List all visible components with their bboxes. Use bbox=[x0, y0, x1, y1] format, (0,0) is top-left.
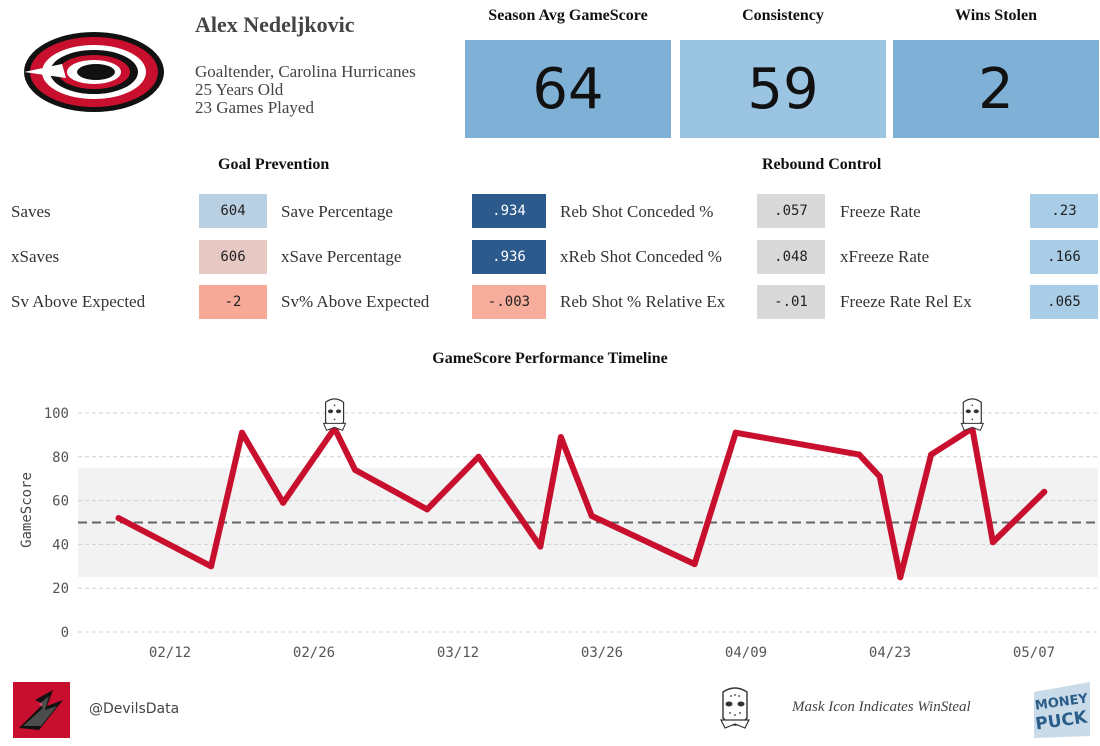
game-point bbox=[989, 539, 996, 546]
moneypuck-logo: MONEY PUCK bbox=[1034, 682, 1090, 738]
player-name: Alex Nedeljkovic bbox=[195, 12, 355, 37]
game-point bbox=[208, 563, 215, 570]
game-point bbox=[557, 434, 564, 441]
stat-value-save-percentage: .934 bbox=[472, 194, 546, 228]
stat-value-saves: 604 bbox=[199, 194, 267, 228]
card-title-consistency: Consistency bbox=[742, 7, 824, 24]
stat-label-freeze-rate-rel-ex: Freeze Rate Rel Ex bbox=[840, 292, 972, 311]
y-tick-label: 40 bbox=[52, 537, 69, 553]
stat-label-sv-above-expected: Sv Above Expected bbox=[11, 292, 146, 311]
stat-label-xsaves: xSaves bbox=[11, 247, 60, 266]
stat-label-reb-shot-rel-ex: Reb Shot % Relative Ex bbox=[560, 292, 726, 311]
card-title-avg-gamescore: Season Avg GameScore bbox=[488, 7, 648, 24]
stat-value-freeze-rate-rel-ex: .065 bbox=[1030, 285, 1098, 319]
x-tick-label: 04/23 bbox=[869, 645, 911, 661]
winsteal-mask-icon bbox=[960, 398, 985, 431]
card-value-consistency: 59 bbox=[680, 40, 886, 138]
x-tick-label: 04/09 bbox=[725, 645, 767, 661]
stat-label-saves: Saves bbox=[11, 202, 51, 221]
section-title-goal-prevention: Goal Prevention bbox=[218, 156, 330, 173]
game-point bbox=[239, 429, 245, 436]
y-tick-label: 0 bbox=[61, 625, 69, 641]
game-point bbox=[588, 512, 595, 519]
mask-legend-text: Mask Icon Indicates WinSteal bbox=[792, 699, 971, 715]
gamescore-line bbox=[115, 425, 1048, 581]
x-tick-label: 02/12 bbox=[149, 645, 191, 661]
game-point bbox=[537, 543, 544, 550]
game-point bbox=[897, 574, 904, 581]
stat-value-xfreeze-rate: .166 bbox=[1030, 240, 1098, 274]
game-point bbox=[424, 506, 431, 513]
player-age: 25 Years Old bbox=[195, 80, 284, 99]
card-value-wins-stolen: 2 bbox=[893, 40, 1099, 138]
game-point bbox=[856, 451, 863, 458]
stat-label-xfreeze-rate: xFreeze Rate bbox=[840, 247, 930, 266]
game-point bbox=[115, 515, 122, 522]
game-point bbox=[1041, 488, 1048, 495]
x-tick-label: 03/12 bbox=[437, 645, 479, 661]
stat-value-reb-shot-rel-ex: -.01 bbox=[757, 285, 825, 319]
player-games: 23 Games Played bbox=[195, 98, 314, 117]
stat-value-freeze-rate: .23 bbox=[1030, 194, 1098, 228]
chart-title: GameScore Performance Timeline bbox=[432, 350, 668, 367]
winsteal-mask-icon bbox=[322, 398, 347, 431]
gamescore-timeline-chart: 0 20 40 60 80 100 02/12 02/26 03/12 03/26 04/09 04/… bbox=[19, 398, 1098, 661]
stat-label-xreb-shot-conceded: xReb Shot Conceded % bbox=[560, 247, 722, 266]
game-point bbox=[928, 451, 935, 458]
team-logo bbox=[24, 32, 164, 112]
game-point bbox=[280, 499, 287, 506]
x-tick-label: 02/26 bbox=[293, 645, 335, 661]
game-point bbox=[732, 429, 739, 436]
y-tick-label: 20 bbox=[52, 581, 69, 597]
player-position-team: Goaltender, Carolina Hurricanes bbox=[195, 62, 416, 81]
game-point bbox=[475, 453, 482, 460]
section-title-rebound-control: Rebound Control bbox=[762, 156, 882, 173]
y-axis-label: GameScore bbox=[19, 472, 35, 548]
y-tick-label: 60 bbox=[52, 494, 69, 510]
stat-value-reb-shot-conceded: .057 bbox=[757, 194, 825, 228]
stat-label-save-percentage: Save Percentage bbox=[281, 202, 393, 221]
game-point bbox=[876, 473, 883, 480]
devils-logo bbox=[13, 682, 70, 738]
game-point bbox=[691, 561, 698, 568]
card-value-avg-gamescore: 64 bbox=[465, 40, 671, 138]
stat-label-freeze-rate: Freeze Rate bbox=[840, 202, 921, 221]
stat-value-sv-above-expected: -2 bbox=[199, 285, 267, 319]
game-point bbox=[352, 466, 359, 473]
y-tick-label: 100 bbox=[44, 406, 69, 422]
stat-value-xreb-shot-conceded: .048 bbox=[757, 240, 825, 274]
moneypuck-logo-word1: MONEY bbox=[1034, 691, 1089, 713]
x-tick-label: 03/26 bbox=[581, 645, 623, 661]
footer-handle: @DevilsData bbox=[89, 701, 180, 717]
stat-value-sv-pct-above-expected: -.003 bbox=[472, 285, 546, 319]
y-tick-label: 80 bbox=[52, 450, 69, 466]
mask-legend-icon bbox=[720, 687, 750, 729]
x-tick-label: 05/07 bbox=[1013, 645, 1055, 661]
stat-value-xsave-percentage: .936 bbox=[472, 240, 546, 274]
stat-label-reb-shot-conceded: Reb Shot Conceded % bbox=[560, 202, 714, 221]
card-title-wins-stolen: Wins Stolen bbox=[955, 7, 1037, 24]
stat-value-xsaves: 606 bbox=[199, 240, 267, 274]
stat-label-sv-pct-above-expected: Sv% Above Expected bbox=[281, 292, 430, 311]
stat-label-xsave-percentage: xSave Percentage bbox=[281, 247, 402, 266]
